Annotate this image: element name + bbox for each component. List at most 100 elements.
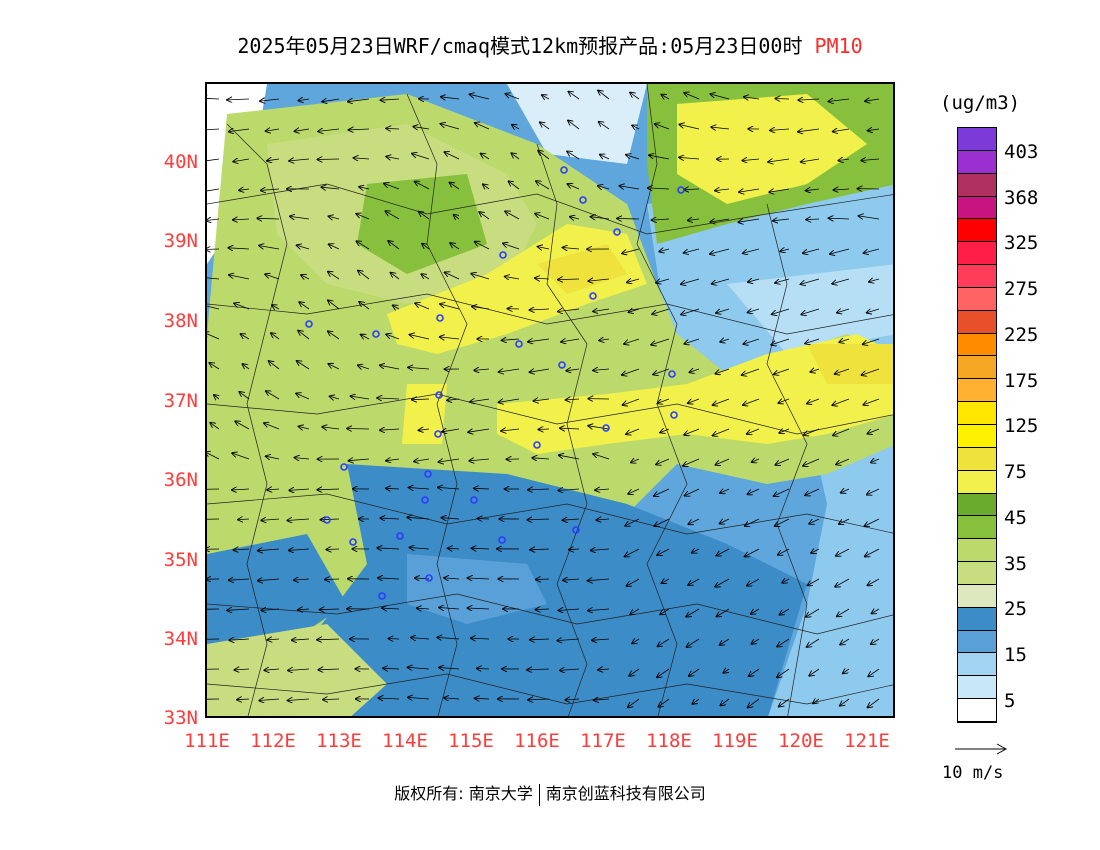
wind-arrow bbox=[867, 488, 880, 495]
wind-arrow bbox=[600, 155, 610, 159]
wind-arrow bbox=[382, 608, 400, 609]
wind-arrow bbox=[684, 428, 700, 435]
wind-arrow bbox=[321, 187, 340, 189]
wind-arrow bbox=[662, 579, 670, 583]
wind-arrow bbox=[207, 98, 220, 99]
wind-arrow bbox=[632, 639, 640, 643]
colorbar bbox=[957, 127, 997, 723]
wind-arrow bbox=[775, 99, 790, 100]
wind-arrow bbox=[809, 518, 820, 524]
wind-arrow bbox=[806, 219, 820, 220]
wind-arrow bbox=[715, 578, 730, 587]
wind-arrow bbox=[437, 637, 460, 639]
wind-arrow bbox=[440, 337, 460, 339]
wind-arrow bbox=[441, 124, 460, 130]
wind-arrow bbox=[328, 300, 340, 310]
wind-arrow bbox=[419, 429, 430, 430]
wind-arrow bbox=[207, 333, 220, 340]
colorbar-bin bbox=[958, 379, 996, 403]
wind-arrow bbox=[868, 668, 880, 676]
wind-arrow bbox=[660, 608, 670, 614]
wind-arrow bbox=[771, 338, 790, 345]
wind-arrow bbox=[720, 638, 730, 645]
wind-arrow bbox=[808, 578, 820, 585]
wind-arrow bbox=[868, 129, 880, 131]
lon-label-120e: 120E bbox=[778, 730, 824, 752]
wind-arrow bbox=[540, 122, 550, 130]
wind-arrow bbox=[228, 248, 250, 249]
wind-arrow bbox=[868, 578, 880, 585]
wind-arrow bbox=[716, 308, 730, 313]
wind-arrow bbox=[652, 308, 670, 314]
wind-arrow bbox=[840, 638, 850, 645]
wind-arrow bbox=[710, 219, 730, 222]
colorbar-label-175: 175 bbox=[1004, 370, 1039, 392]
wind-arrow bbox=[239, 392, 250, 400]
wind-arrow bbox=[266, 391, 280, 400]
wind-arrow bbox=[778, 399, 790, 403]
lat-label-35n: 35N bbox=[163, 549, 198, 571]
wind-arrow bbox=[625, 548, 640, 557]
wind-arrow bbox=[445, 152, 460, 160]
wind-arrow bbox=[738, 219, 760, 222]
wind-arrow bbox=[468, 429, 490, 432]
wind-arrow bbox=[386, 334, 400, 340]
wind-arrow bbox=[288, 669, 310, 671]
wind-arrow bbox=[265, 274, 280, 280]
wind-arrow bbox=[871, 459, 880, 463]
wind-arrow bbox=[207, 188, 220, 192]
wind-arrow bbox=[380, 518, 400, 519]
wind-arrow bbox=[566, 369, 580, 371]
wind-arrow bbox=[660, 429, 670, 433]
wind-arrow bbox=[450, 183, 460, 190]
wind-arrow bbox=[532, 458, 550, 459]
wind-arrow bbox=[530, 639, 550, 640]
boundaries bbox=[207, 84, 893, 716]
wind-arrow bbox=[657, 668, 670, 677]
lon-label-116e: 116E bbox=[514, 730, 560, 752]
wind-arrow bbox=[657, 548, 670, 555]
wind-arrow bbox=[563, 519, 580, 520]
wind-arrow bbox=[299, 302, 310, 310]
copyright-right: 南京创蓝科技有限公司 bbox=[545, 784, 706, 803]
wind-arrow bbox=[258, 549, 280, 551]
wind-arrow bbox=[207, 158, 220, 162]
wind-arrow bbox=[330, 396, 340, 399]
wind-arrow bbox=[658, 638, 670, 646]
colorbar-bin bbox=[958, 242, 996, 266]
wind-arrow bbox=[298, 331, 310, 340]
wind-arrow bbox=[393, 305, 400, 309]
wind-arrow bbox=[294, 579, 310, 580]
colorbar-label-368: 368 bbox=[1004, 187, 1039, 209]
wind-arrow bbox=[440, 304, 460, 310]
wind-arrow bbox=[539, 429, 550, 430]
wind-arrow bbox=[292, 639, 310, 640]
wind-arrow bbox=[688, 518, 700, 524]
lat-label-34n: 34N bbox=[163, 628, 198, 650]
wind-arrow bbox=[267, 489, 280, 490]
wind-arrow bbox=[290, 216, 310, 219]
wind-arrow bbox=[557, 639, 580, 641]
wind-arrow bbox=[651, 338, 670, 345]
wind-arrow bbox=[833, 428, 850, 435]
wind-arrow bbox=[454, 215, 459, 219]
wind-arrow bbox=[558, 279, 580, 280]
wind-arrow bbox=[441, 97, 460, 99]
wind-arrow bbox=[570, 217, 580, 219]
colorbar-bin bbox=[958, 425, 996, 448]
wind-arrow bbox=[716, 458, 730, 465]
wind-arrow bbox=[322, 99, 340, 102]
wind-arrow bbox=[501, 429, 520, 431]
wind-arrow bbox=[806, 189, 820, 191]
wind-arrow bbox=[648, 188, 670, 189]
copyright-separator bbox=[538, 783, 540, 806]
wind-arrow bbox=[841, 489, 850, 493]
wind-arrow bbox=[629, 309, 640, 312]
wind-arrow bbox=[865, 518, 880, 526]
colorbar-label-45: 45 bbox=[1004, 507, 1027, 529]
wind-arrow bbox=[768, 159, 790, 162]
wind-arrow bbox=[777, 638, 790, 647]
wind-arrow bbox=[628, 698, 640, 707]
colorbar-bin bbox=[958, 699, 996, 722]
wind-arrow bbox=[227, 99, 250, 100]
